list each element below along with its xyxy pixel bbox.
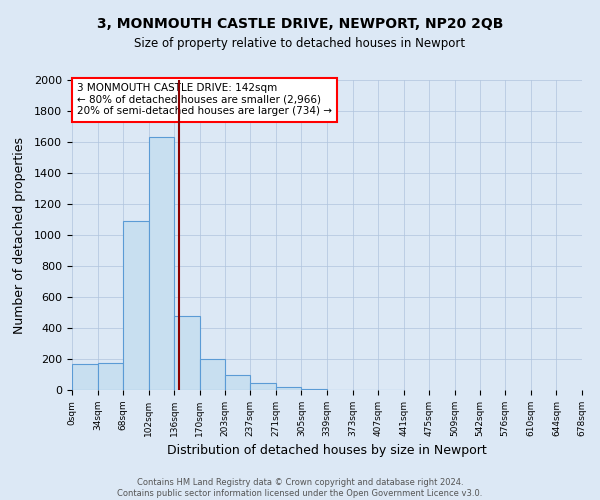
Bar (276, 387, 301, 390)
Bar (98, 363, 123, 390)
X-axis label: Distribution of detached houses by size in Newport: Distribution of detached houses by size … (167, 444, 487, 458)
Bar (72, 364, 98, 390)
Text: Contains HM Land Registry data © Crown copyright and database right 2024.
Contai: Contains HM Land Registry data © Crown c… (118, 478, 482, 498)
Bar (123, 221, 149, 390)
Bar (250, 384, 276, 390)
Y-axis label: Number of detached properties: Number of detached properties (13, 136, 26, 334)
Text: 3 MONMOUTH CASTLE DRIVE: 142sqm
← 80% of detached houses are smaller (2,966)
20%: 3 MONMOUTH CASTLE DRIVE: 142sqm ← 80% of… (77, 83, 332, 116)
Bar (175, 316, 200, 390)
Bar (224, 374, 250, 390)
Bar (149, 138, 175, 390)
Bar (301, 389, 327, 390)
Text: Size of property relative to detached houses in Newport: Size of property relative to detached ho… (134, 38, 466, 51)
Text: 3, MONMOUTH CASTLE DRIVE, NEWPORT, NP20 2QB: 3, MONMOUTH CASTLE DRIVE, NEWPORT, NP20 … (97, 18, 503, 32)
Bar (200, 359, 226, 390)
